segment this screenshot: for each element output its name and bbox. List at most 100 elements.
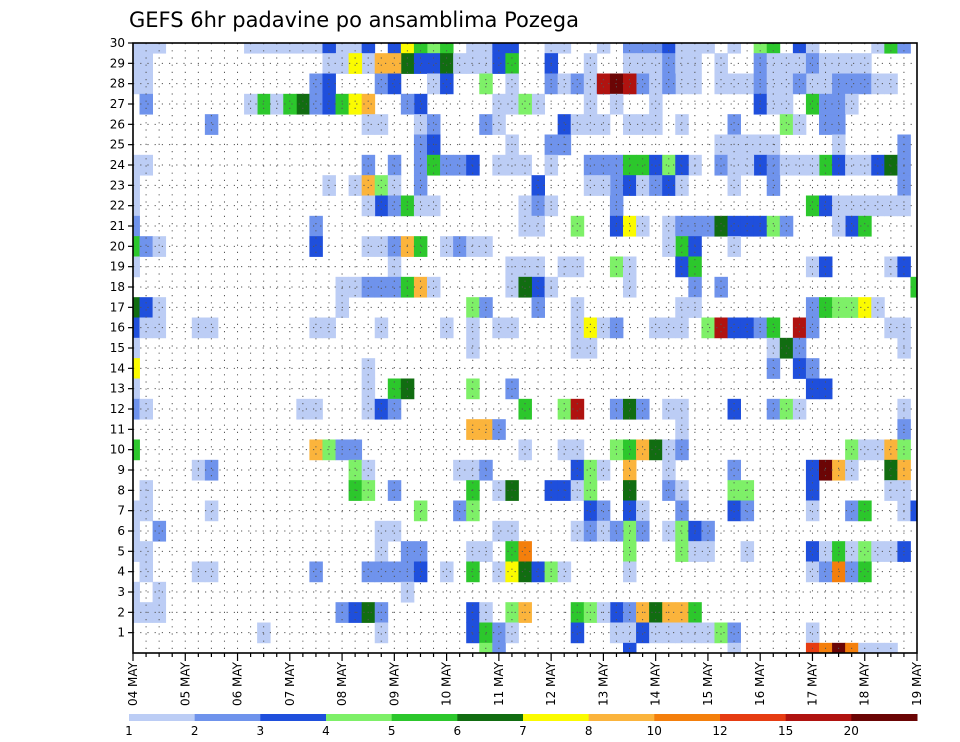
heatmap-cell xyxy=(649,114,663,135)
heatmap-cell xyxy=(133,53,140,74)
heatmap-cell xyxy=(361,93,376,115)
heatmap-cell xyxy=(270,93,284,115)
heatmap-cell xyxy=(871,73,885,95)
heatmap-cell xyxy=(805,297,820,318)
heatmap-cell xyxy=(662,236,676,257)
heatmap-cell xyxy=(819,459,833,481)
heatmap-cell xyxy=(727,114,741,135)
x-tick-label: 19 MAY xyxy=(910,661,924,706)
heatmap-cell xyxy=(387,276,402,298)
heatmap-cell xyxy=(779,215,794,237)
heatmap-cell xyxy=(740,154,755,176)
heatmap-cell xyxy=(531,215,545,237)
heatmap-cell xyxy=(570,459,585,481)
y-tick-label: 4 xyxy=(117,565,125,579)
heatmap-cell xyxy=(662,520,676,542)
heatmap-cell xyxy=(792,358,807,379)
heatmap-cell xyxy=(819,541,833,562)
heatmap-cell xyxy=(858,561,872,583)
heatmap-cell xyxy=(570,622,585,644)
x-tick-label: 13 MAY xyxy=(596,661,610,706)
heatmap-cell xyxy=(792,337,807,359)
heatmap-cell xyxy=(845,439,859,461)
heatmap-cell xyxy=(701,215,715,237)
heatmap-cell xyxy=(701,520,715,542)
heatmap-cell xyxy=(636,43,650,54)
heatmap-cell xyxy=(766,53,781,74)
heatmap-cell xyxy=(609,154,624,176)
heatmap-cell xyxy=(675,114,689,135)
heatmap-cell xyxy=(805,317,820,339)
heatmap-cell xyxy=(139,297,153,318)
y-tick-label: 28 xyxy=(110,77,125,91)
heatmap-cell xyxy=(466,154,480,176)
heatmap-cell xyxy=(413,500,428,522)
heatmap-cell xyxy=(518,93,532,115)
heatmap-cell xyxy=(518,215,532,237)
heatmap-cell xyxy=(858,53,872,74)
heatmap-cell xyxy=(675,317,689,339)
heatmap-cell xyxy=(374,317,389,339)
y-axis: 1234567891011121314151617181920212223242… xyxy=(110,36,133,640)
heatmap-cell xyxy=(910,500,918,522)
heatmap-cell xyxy=(387,73,402,95)
heatmap-cell xyxy=(492,43,506,54)
y-tick-label: 25 xyxy=(110,138,125,152)
heatmap-cell xyxy=(701,317,715,339)
heatmap-cell xyxy=(531,93,545,115)
heatmap-cell xyxy=(583,73,598,95)
heatmap-cell xyxy=(440,154,454,176)
heatmap-cell xyxy=(675,154,689,176)
heatmap-cell xyxy=(649,93,663,115)
heatmap-cell xyxy=(133,358,140,379)
heatmap-cell xyxy=(623,541,637,562)
heatmap-cell xyxy=(636,73,650,95)
heatmap-cell xyxy=(792,73,807,95)
heatmap-cell xyxy=(387,43,402,54)
heatmap-cell xyxy=(753,43,768,54)
heatmap-cell xyxy=(427,154,441,176)
heatmap-cell xyxy=(596,175,611,196)
heatmap-cell xyxy=(270,43,284,54)
heatmap-cell xyxy=(845,561,859,583)
heatmap-cell xyxy=(740,500,755,522)
heatmap-cell xyxy=(871,541,885,562)
heatmap-cell xyxy=(714,154,728,176)
heatmap-cell xyxy=(845,297,859,318)
heatmap-cell xyxy=(675,439,689,461)
heatmap-cell xyxy=(139,43,153,54)
heatmap-cell xyxy=(714,73,728,95)
heatmap-cell xyxy=(792,114,807,135)
heatmap-cell xyxy=(466,317,480,339)
y-tick-label: 1 xyxy=(117,626,125,640)
heatmap-cell xyxy=(505,276,519,298)
y-tick-label: 7 xyxy=(117,504,125,518)
heatmap-cell xyxy=(427,53,441,74)
y-tick-label: 29 xyxy=(110,56,125,70)
heatmap-cell xyxy=(596,73,611,95)
x-tick-label: 09 MAY xyxy=(387,661,401,706)
heatmap-cell xyxy=(819,154,833,176)
heatmap-cell xyxy=(139,154,153,176)
heatmap-cell xyxy=(440,236,454,257)
heatmap-cell xyxy=(675,419,689,440)
heatmap-cell xyxy=(518,439,532,461)
heatmap-cell xyxy=(792,154,807,176)
heatmap-cell xyxy=(714,276,728,298)
colorbar-swatch xyxy=(457,714,524,721)
heatmap-cell xyxy=(133,297,140,318)
heatmap-cell xyxy=(714,317,728,339)
y-tick-label: 21 xyxy=(110,219,125,233)
heatmap-cell xyxy=(662,622,676,644)
heatmap-cell xyxy=(819,73,833,95)
heatmap-cell xyxy=(675,520,689,542)
heatmap-cell xyxy=(766,43,781,54)
heatmap-cell xyxy=(675,215,689,237)
heatmap-cell xyxy=(623,459,637,481)
heatmap-cell xyxy=(583,317,598,339)
heatmap-cell xyxy=(884,541,898,562)
heatmap-cell xyxy=(387,236,402,257)
heatmap-cell xyxy=(792,53,807,74)
heatmap-cell xyxy=(819,561,833,583)
